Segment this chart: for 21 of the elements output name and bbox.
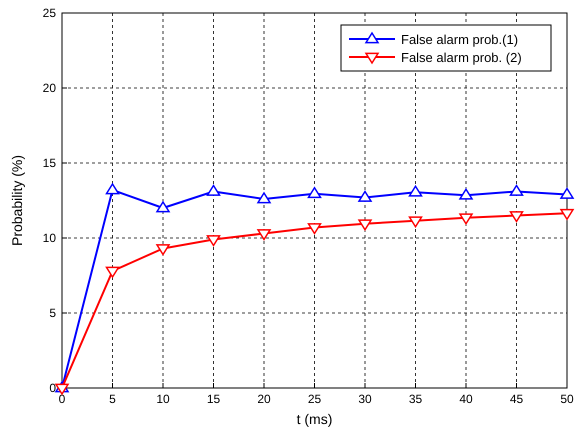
x-tick-label: 0: [58, 392, 66, 406]
y-tick-label: 20: [42, 81, 56, 95]
x-axis-title: t (ms): [296, 411, 332, 427]
legend-label: False alarm prob. (2): [401, 50, 522, 65]
y-tick-label: 10: [42, 231, 56, 245]
x-tick-label: 35: [408, 392, 422, 406]
x-tick-label: 25: [308, 392, 322, 406]
x-tick-label: 20: [257, 392, 271, 406]
x-tick-label: 15: [206, 392, 220, 406]
y-tick-label: 15: [42, 156, 56, 170]
x-tick-label: 30: [358, 392, 372, 406]
x-tick-label: 50: [560, 392, 574, 406]
x-tick-label: 10: [156, 392, 170, 406]
y-axis-title: Probability (%): [9, 154, 25, 246]
legend-label: False alarm prob.(1): [401, 32, 518, 47]
y-tick-label: 5: [49, 306, 56, 320]
x-tick-label: 40: [459, 392, 473, 406]
y-tick-label: 0: [49, 381, 56, 395]
y-tick-label: 25: [42, 6, 56, 20]
x-tick-label: 45: [510, 392, 524, 406]
x-tick-label: 5: [109, 392, 116, 406]
